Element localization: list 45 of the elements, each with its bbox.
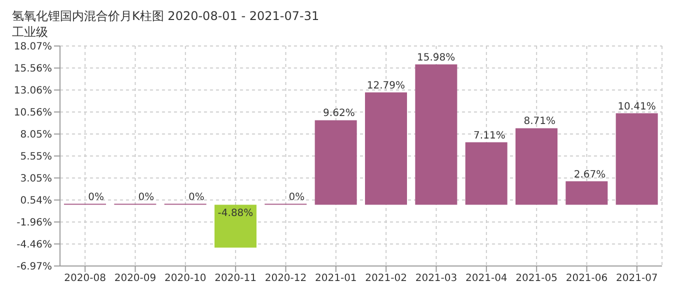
chart-title: 氢氧化锂国内混合价月K柱图 2020-08-01 - 2021-07-31 bbox=[11, 8, 320, 24]
x-tick-label: 2020-08 bbox=[64, 273, 106, 284]
x-tick-label: 2021-03 bbox=[415, 273, 458, 284]
data-label: 0% bbox=[188, 192, 204, 203]
data-label: 12.79% bbox=[366, 80, 405, 92]
x-tick-label: 2021-06 bbox=[566, 273, 608, 284]
data-label: 7.11% bbox=[474, 130, 506, 142]
x-tick-label: 2021-07 bbox=[616, 273, 658, 284]
data-label: 10.41% bbox=[618, 101, 656, 112]
x-tick-label: 2021-02 bbox=[365, 273, 407, 284]
x-tick-label: 2021-05 bbox=[516, 273, 558, 284]
data-label: 0% bbox=[288, 192, 305, 203]
x-tick-label: 2021-01 bbox=[315, 273, 357, 284]
bar bbox=[566, 181, 608, 205]
y-tick-label: -4.46% bbox=[16, 239, 52, 250]
y-tick-label: 8.05% bbox=[20, 130, 52, 141]
y-tick-label: 3.05% bbox=[20, 174, 52, 185]
y-tick-label: 5.55% bbox=[20, 152, 52, 163]
x-tick-label: 2020-09 bbox=[114, 273, 156, 284]
bar bbox=[415, 64, 458, 205]
data-label: 8.71% bbox=[524, 116, 556, 128]
chart-subtitle: 工业级 bbox=[11, 24, 49, 40]
x-tick-label: 2020-12 bbox=[264, 273, 307, 284]
y-tick-label: 13.06% bbox=[14, 86, 52, 97]
data-label: 15.98% bbox=[417, 52, 456, 64]
y-tick-label: 15.56% bbox=[14, 64, 52, 75]
bar bbox=[214, 204, 256, 248]
bar bbox=[516, 128, 558, 205]
data-label: 9.62% bbox=[323, 108, 355, 120]
x-tick-label: 2020-10 bbox=[164, 273, 206, 284]
bar bbox=[365, 92, 407, 205]
bar bbox=[465, 142, 508, 205]
bar bbox=[314, 120, 357, 205]
x-tick-label: 2021-04 bbox=[466, 273, 508, 284]
data-label: 2.67% bbox=[574, 169, 606, 180]
data-label: 0% bbox=[138, 192, 154, 203]
y-tick-label: -1.96% bbox=[16, 218, 52, 229]
x-tick-label: 2020-11 bbox=[214, 273, 256, 284]
data-label: -4.88% bbox=[218, 208, 254, 219]
y-tick-label: 18.07% bbox=[14, 42, 52, 53]
y-tick-label: 10.56% bbox=[14, 108, 52, 119]
y-tick-label: -6.97% bbox=[16, 262, 52, 273]
data-label: 0% bbox=[88, 192, 104, 203]
y-tick-label: 0.54% bbox=[20, 196, 52, 207]
bar bbox=[616, 113, 658, 205]
